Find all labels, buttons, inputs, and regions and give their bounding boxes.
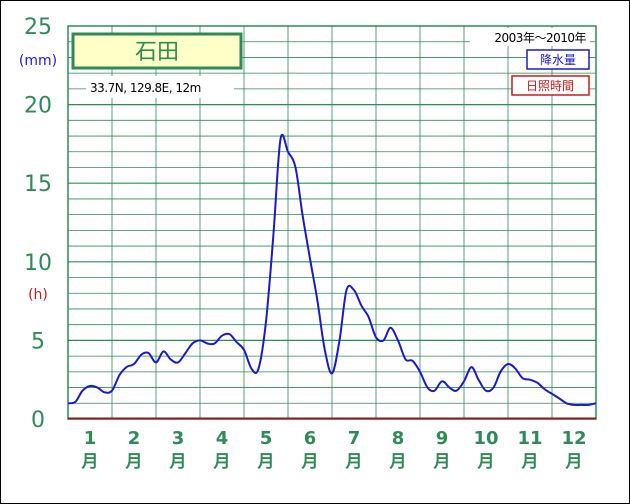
station-name: 石田 <box>135 40 179 65</box>
month-unit-label: 月 <box>125 452 143 472</box>
x-axis-ticks: 1 月 2 月 3 月 4 月 5 月 6 月 7 月 8 月 9 月 10 月 11 月 12 月 <box>81 428 587 472</box>
period-label: 2003年〜2010年 <box>494 31 586 45</box>
month-number-label: 11 <box>517 428 542 449</box>
month-unit-label: 月 <box>81 452 99 472</box>
month-unit-label: 月 <box>345 452 363 472</box>
month-number-label: 2 <box>128 428 141 449</box>
month-number-label: 4 <box>216 428 229 449</box>
month-number-label: 8 <box>392 428 405 449</box>
month-number-label: 5 <box>260 428 273 449</box>
period-bg <box>470 28 590 46</box>
month-number-label: 6 <box>304 428 317 449</box>
month-number-label: 7 <box>348 428 361 449</box>
y-tick-label: 15 <box>24 172 52 197</box>
legend-precip-label: 降水量 <box>540 53 576 67</box>
precipitation-series-line <box>67 133 597 406</box>
month-number-label: 1 <box>84 428 97 449</box>
month-unit-label: 月 <box>257 452 275 472</box>
y-tick-label: 20 <box>24 94 52 119</box>
month-number-label: 10 <box>473 428 498 449</box>
station-info: 33.7N, 129.8E, 12m <box>90 81 201 95</box>
legend-sun-label: 日照時間 <box>526 79 574 93</box>
month-unit-label: 月 <box>477 452 495 472</box>
y-tick-label: 0 <box>31 408 45 433</box>
station-name-box <box>71 32 243 70</box>
y-axis-ticks: 0 5 10 15 20 25 <box>24 15 52 433</box>
month-unit-label: 月 <box>565 452 583 472</box>
month-unit-label: 月 <box>213 452 231 472</box>
legend-precip-box <box>526 49 590 70</box>
y-tick-label: 10 <box>24 251 52 276</box>
month-unit-label: 月 <box>389 452 407 472</box>
month-unit-label: 月 <box>169 452 187 472</box>
y-tick-label: 5 <box>31 329 45 354</box>
month-unit-label: 月 <box>521 452 539 472</box>
month-number-label: 12 <box>561 428 586 449</box>
legend-sun-box <box>511 75 590 96</box>
month-unit-label: 月 <box>433 452 451 472</box>
station-info-bg <box>86 76 234 98</box>
month-number-label: 9 <box>436 428 449 449</box>
y-tick-label: 25 <box>24 15 52 40</box>
precip-unit-label: (mm) <box>19 53 57 69</box>
month-number-label: 3 <box>172 428 185 449</box>
sun-unit-label: (h) <box>28 287 48 303</box>
month-unit-label: 月 <box>301 452 319 472</box>
